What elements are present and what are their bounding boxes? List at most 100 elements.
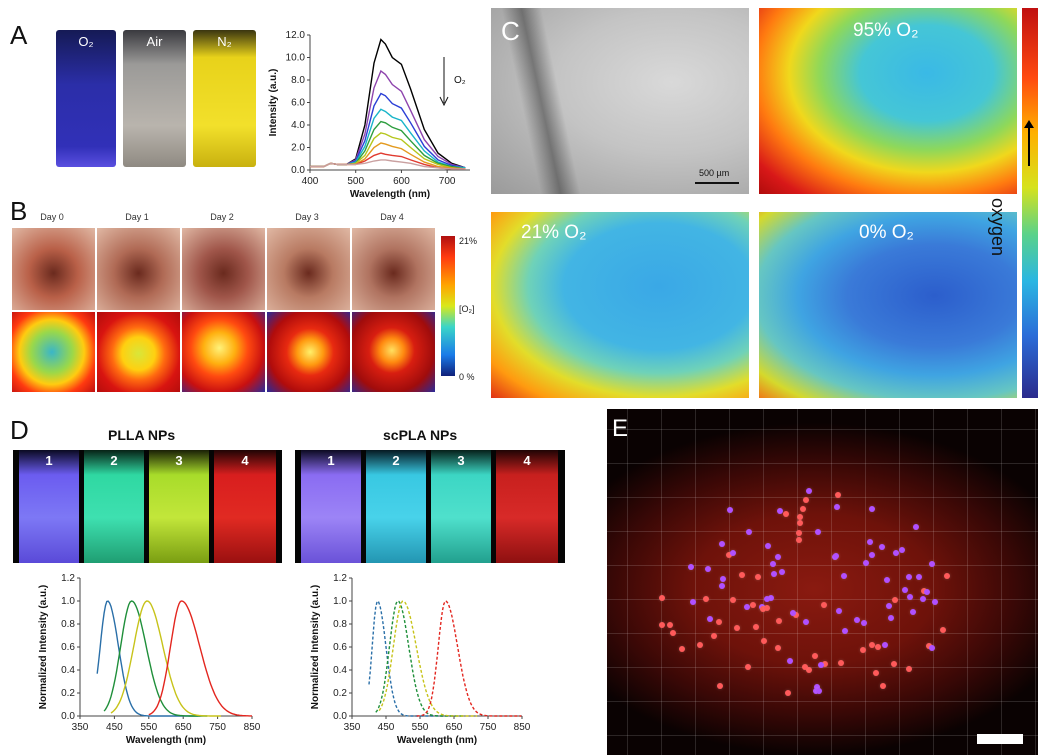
panel-letter-a: A: [10, 20, 28, 50]
y-tick-label: 1.2: [61, 573, 75, 584]
x-tick-label: 550: [140, 722, 157, 733]
particle: [803, 619, 809, 625]
plla-vial-3: 3: [149, 450, 209, 563]
vial-number: 2: [110, 453, 118, 468]
particle: [770, 561, 776, 567]
scale-bar-label: 500 µm: [699, 168, 730, 178]
vial-number: 4: [241, 453, 249, 468]
y-tick-label: 1.0: [333, 596, 347, 607]
scpla-vial-4: 4: [496, 450, 558, 563]
vial-number: 2: [392, 453, 400, 468]
y-tick-label: 0.0: [333, 711, 347, 722]
particle: [746, 529, 752, 535]
y-tick-label: 12.0: [286, 30, 306, 41]
particle: [886, 603, 892, 609]
series-line-4: [416, 600, 522, 717]
particle: [869, 642, 875, 648]
vial-number: 1: [327, 453, 335, 468]
series-line-4: [148, 600, 252, 717]
panel-letter-d: D: [10, 415, 29, 445]
particle: [806, 667, 812, 673]
particle: [835, 492, 841, 498]
particle: [705, 566, 711, 572]
scpla-vial-2: 2: [366, 450, 426, 563]
grid-line: [627, 409, 628, 755]
particle: [841, 573, 847, 579]
series-line-3: [110, 600, 221, 717]
scpla-vials-photo: 1 2 3 4: [295, 450, 565, 563]
cuvette-label: N₂: [217, 34, 232, 49]
colorbar-oxygen-label: oxygen: [988, 198, 1008, 257]
map-label: 21% O₂: [521, 222, 587, 243]
x-tick-label: 650: [175, 722, 192, 733]
day-label: Day 3: [295, 212, 319, 222]
particle: [869, 552, 875, 558]
grid-line: [763, 409, 764, 755]
colorbar-mid-label: [O₂]: [459, 304, 475, 314]
y-tick-label: 2.0: [291, 143, 305, 154]
day-label: Day 4: [380, 212, 404, 222]
scale-bar: [695, 182, 739, 184]
particle: [764, 596, 770, 602]
y-tick-label: 10.0: [286, 53, 306, 64]
particle: [796, 537, 802, 543]
panel-letter-b: B: [10, 196, 28, 226]
particle: [760, 606, 766, 612]
wound-photo: [182, 228, 265, 310]
grid-line: [1001, 409, 1002, 755]
plla-vial-2: 2: [84, 450, 144, 563]
grid-line: [865, 409, 866, 755]
y-axis-label: Normalized Intensity (a.u.): [38, 585, 49, 709]
x-tick-label: 350: [344, 722, 361, 733]
series-line-1: [310, 38, 466, 169]
y-tick-label: 0.2: [61, 688, 75, 699]
particle: [892, 597, 898, 603]
grid-line: [607, 701, 1038, 702]
particle: [796, 530, 802, 536]
particle: [834, 504, 840, 510]
particle: [785, 690, 791, 696]
grid-line: [899, 409, 900, 755]
x-axis-label: Wavelength (nm): [397, 735, 477, 746]
plla-vial-1: 1: [19, 450, 79, 563]
particle: [711, 633, 717, 639]
particle: [765, 543, 771, 549]
x-tick-label: 750: [209, 722, 226, 733]
series-line-3: [378, 600, 478, 717]
oxygen-map-day: [97, 312, 180, 392]
particle: [739, 572, 745, 578]
day-label: Day 1: [125, 212, 149, 222]
grid-line: [695, 409, 696, 755]
particle: [690, 599, 696, 605]
particle: [940, 627, 946, 633]
x-tick-label: 750: [480, 722, 497, 733]
y-tick-label: 0.6: [333, 642, 347, 653]
particle: [920, 596, 926, 602]
particle: [869, 506, 875, 512]
cuvette-o2: O₂: [56, 30, 116, 167]
particle: [720, 576, 726, 582]
wound-photo: [267, 228, 350, 310]
particle: [888, 615, 894, 621]
particle: [750, 602, 756, 608]
scpla-title: scPLA NPs: [383, 427, 458, 443]
particle: [745, 664, 751, 670]
particle: [670, 630, 676, 636]
particle: [734, 625, 740, 631]
particle: [944, 573, 950, 579]
grid-line: [607, 463, 1038, 464]
particle: [806, 488, 812, 494]
grid-line: [933, 409, 934, 755]
particle: [906, 574, 912, 580]
particle: [764, 605, 770, 611]
grid-line: [797, 409, 798, 755]
particle: [854, 617, 860, 623]
particle: [891, 661, 897, 667]
o2-colorbar-b: [441, 236, 455, 376]
up-arrow-head: [1024, 120, 1034, 128]
particle: [688, 564, 694, 570]
oxygen-map-95: 95% O₂: [759, 8, 1017, 194]
particle: [776, 618, 782, 624]
x-tick-label: 350: [72, 722, 89, 733]
x-tick-label: 850: [514, 722, 531, 733]
